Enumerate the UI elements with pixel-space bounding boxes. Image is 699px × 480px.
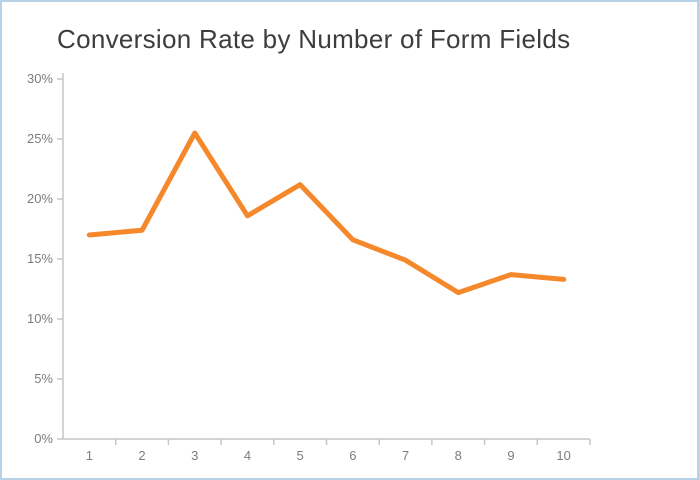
chart-title: Conversion Rate by Number of Form Fields — [57, 24, 571, 54]
x-tick-label: 6 — [349, 448, 356, 463]
x-tick-label: 4 — [244, 448, 251, 463]
y-tick-label: 5% — [34, 371, 53, 386]
x-tick-label: 5 — [297, 448, 304, 463]
x-tick-label: 8 — [455, 448, 462, 463]
x-tick-label: 9 — [507, 448, 514, 463]
x-tick-label: 10 — [556, 448, 570, 463]
y-tick-label: 20% — [27, 191, 53, 206]
x-tick-label: 3 — [191, 448, 198, 463]
x-tick-label: 2 — [138, 448, 145, 463]
y-tick-label: 15% — [27, 251, 53, 266]
y-tick-label: 0% — [34, 431, 53, 446]
x-tick-label: 7 — [402, 448, 409, 463]
y-tick-label: 30% — [27, 71, 53, 86]
x-tick-label: 1 — [86, 448, 93, 463]
y-tick-label: 10% — [27, 311, 53, 326]
conversion-rate-line — [86, 130, 567, 296]
y-tick-label: 25% — [27, 131, 53, 146]
